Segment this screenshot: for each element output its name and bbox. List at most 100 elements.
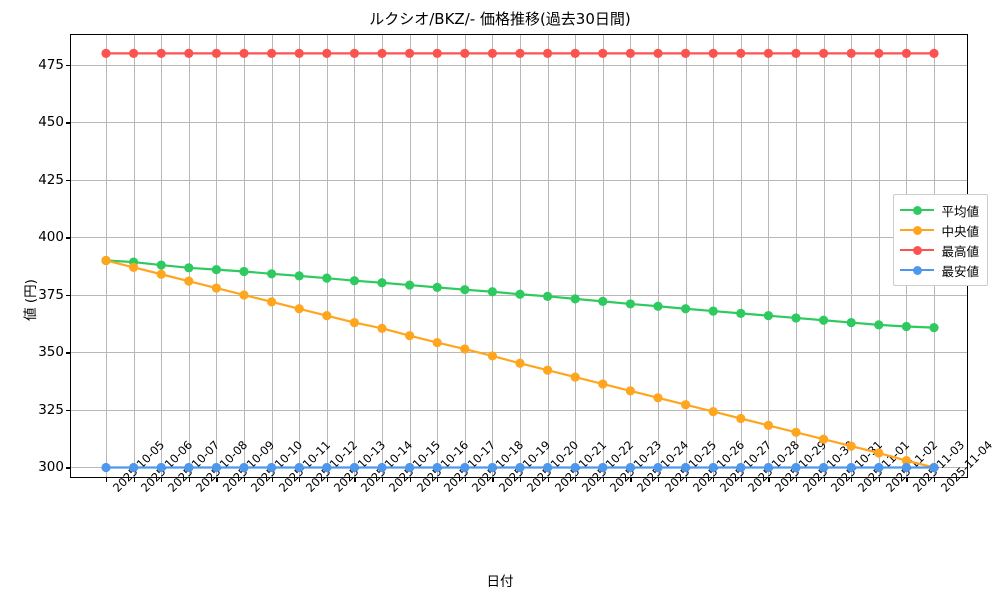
chart-legend[interactable]: 平均値 中央値 最高値最安値 <box>893 194 988 286</box>
gridline-horizontal <box>71 352 967 354</box>
gridline-vertical <box>299 35 301 477</box>
legend-marker-icon <box>900 263 935 277</box>
data-point <box>515 48 525 58</box>
series-layer <box>101 48 939 473</box>
data-point <box>129 48 139 58</box>
data-point <box>874 462 884 473</box>
x-tick-label: 2025-10-07 <box>165 437 223 495</box>
data-point <box>653 462 663 473</box>
data-point <box>267 462 277 473</box>
data-point <box>653 393 663 403</box>
x-tick-mark <box>685 477 687 482</box>
data-point <box>681 48 691 58</box>
x-tick-label: 2025-10-11 <box>275 437 333 495</box>
gridline-horizontal <box>71 179 967 181</box>
gridline-vertical <box>796 35 797 477</box>
y-tick-mark <box>66 122 71 124</box>
x-tick-mark <box>851 477 853 482</box>
data-point <box>405 48 415 58</box>
x-tick-mark <box>602 477 605 482</box>
y-tick-mark <box>66 467 71 469</box>
x-tick-mark <box>216 477 218 482</box>
x-tick-label: 2025-10-24 <box>634 437 692 495</box>
gridline-vertical <box>382 35 383 477</box>
data-point <box>736 308 746 318</box>
gridline-vertical <box>216 35 218 477</box>
gridline-vertical <box>658 35 659 477</box>
data-point <box>405 280 415 290</box>
data-point <box>570 48 580 58</box>
x-tick-mark <box>934 477 936 482</box>
data-point <box>598 462 608 473</box>
data-point <box>349 317 359 328</box>
data-point <box>681 462 691 473</box>
data-point <box>653 301 663 311</box>
x-tick-mark <box>382 477 384 482</box>
data-point <box>239 290 249 300</box>
data-point <box>708 306 718 316</box>
x-tick-label: 2025-11-03 <box>910 437 968 495</box>
data-point <box>184 276 194 286</box>
data-point <box>377 462 387 473</box>
gridline-vertical <box>740 35 742 477</box>
y-tick-label: 475 <box>38 56 64 73</box>
data-point <box>349 276 359 286</box>
data-point <box>570 294 580 304</box>
x-tick-mark <box>823 477 825 482</box>
x-tick-label: 2025-10-21 <box>551 437 609 495</box>
x-tick-mark <box>630 477 632 482</box>
data-point <box>819 315 829 325</box>
x-tick-label: 2025-10-19 <box>496 437 554 495</box>
y-tick-mark <box>66 237 71 239</box>
data-point <box>901 48 912 58</box>
x-tick-label: 2025-10-10 <box>248 437 306 495</box>
legend-label: 最安値 <box>941 263 979 279</box>
data-point <box>763 420 774 430</box>
x-tick-mark <box>492 477 494 482</box>
data-point <box>294 304 304 314</box>
x-axis-label: 日付 <box>486 574 514 590</box>
legend-label: 平均値 <box>941 203 979 219</box>
y-tick-mark <box>66 352 71 354</box>
legend-item-中央値[interactable]: 中央値 <box>900 220 979 240</box>
x-tick-label: 2025-10-23 <box>606 437 664 495</box>
x-tick-label: 2025-10-05 <box>110 437 168 495</box>
data-point <box>874 48 884 58</box>
data-point <box>708 406 718 417</box>
data-point <box>349 48 359 58</box>
legend-item-最高値[interactable]: 最高値 <box>900 240 979 260</box>
gridline-vertical <box>768 35 770 477</box>
data-point <box>322 462 332 473</box>
data-point <box>211 265 221 275</box>
series-最安値 <box>101 462 939 473</box>
y-tick-label: 300 <box>38 459 64 476</box>
data-point <box>681 400 691 410</box>
gridline-vertical <box>354 35 356 477</box>
data-point <box>432 282 442 292</box>
data-point <box>708 462 718 473</box>
x-tick-label: 2025-10-31 <box>827 437 885 495</box>
series-平均値 <box>101 255 939 333</box>
data-point <box>267 48 277 58</box>
gridline-vertical <box>437 35 439 477</box>
gridline-vertical <box>520 35 521 477</box>
data-point <box>874 448 884 458</box>
data-point <box>101 48 111 58</box>
x-tick-mark <box>437 477 439 482</box>
gridline-vertical <box>823 35 825 477</box>
gridline-vertical <box>602 35 604 477</box>
y-tick-label: 425 <box>38 171 64 188</box>
series-中央値 <box>101 255 939 473</box>
y-tick-mark <box>66 64 71 67</box>
gridline-vertical <box>271 35 273 477</box>
legend-item-最安値[interactable]: 最安値 <box>900 260 979 280</box>
x-tick-mark <box>878 477 881 482</box>
data-point <box>405 462 415 473</box>
data-point <box>377 48 387 58</box>
legend-item-平均値[interactable]: 平均値 <box>900 200 979 220</box>
x-tick-mark <box>244 477 246 482</box>
data-point <box>846 441 856 451</box>
x-tick-label: 2025-10-17 <box>441 437 499 495</box>
x-tick-label: 2025-10-29 <box>772 437 830 495</box>
data-point <box>598 296 608 306</box>
